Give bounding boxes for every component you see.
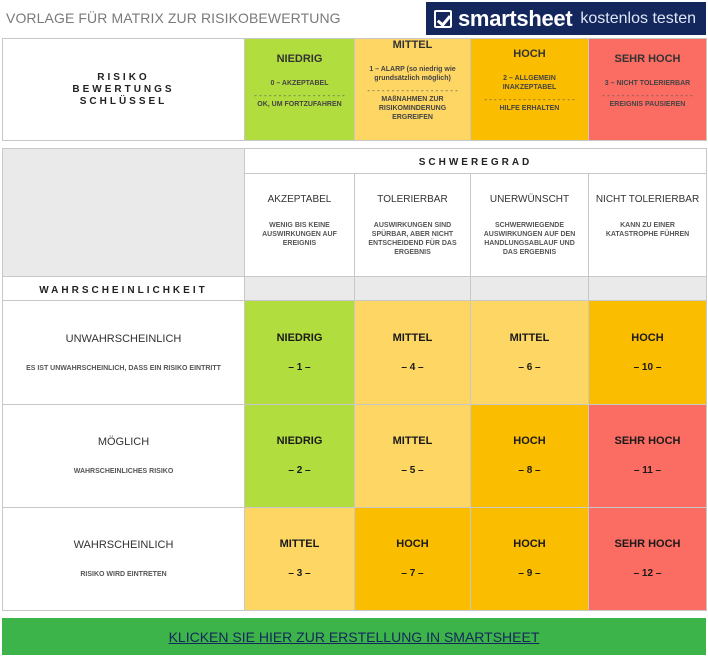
- likelihood-heading: WAHRSCHEINLICH: [73, 539, 174, 552]
- risk-number: – 9 –: [518, 568, 541, 580]
- risk-number: – 2 –: [288, 465, 311, 477]
- risk-cell: NIEDRIG – 1 –: [244, 300, 355, 405]
- spacer-cell: [354, 276, 471, 302]
- likelihood-desc: WAHRSCHEINLICHES RISIKO: [73, 468, 174, 476]
- risk-number: – 6 –: [518, 361, 541, 373]
- risk-cell: MITTEL – 5 –: [354, 403, 471, 508]
- smartsheet-check-icon: [434, 9, 452, 28]
- likelihood-title: WAHRSCHEINLICHKEIT: [39, 284, 208, 296]
- severity-heading: AKZEPTABEL: [267, 194, 332, 206]
- spacer-cell: [244, 276, 355, 302]
- risk-level: MITTEL: [279, 538, 320, 551]
- legend-heading: MITTEL: [392, 39, 433, 51]
- risk-level: NIEDRIG: [276, 435, 323, 448]
- risk-number: – 12 –: [633, 568, 662, 580]
- severity-desc: AUSWIRKUNGEN SIND SPÜRBAR, ABER NICHT EN…: [368, 222, 457, 257]
- trial-cta[interactable]: kostenlos testen: [580, 9, 697, 27]
- likelihood-row-unwahrscheinlich: UNWAHRSCHEINLICH ES IST UNWAHRSCHEINLICH…: [2, 300, 245, 405]
- risk-level: MITTEL: [509, 331, 550, 344]
- legend-action: OK, UM FORTZUFAHREN: [257, 100, 342, 108]
- likelihood-header: WAHRSCHEINLICHKEIT: [2, 276, 245, 302]
- legend-level-sehr-hoch: SEHR HOCH 3 – NICHT TOLERIERBAR - - - - …: [588, 38, 707, 141]
- likelihood-heading: MÖGLICH: [97, 436, 150, 449]
- legend-divider: - - - - - - - - - - - - - - - - - - -: [367, 86, 458, 95]
- legend-heading: SEHR HOCH: [614, 52, 681, 65]
- likelihood-row-wahrscheinlich: WAHRSCHEINLICH RISIKO WIRD EINTRETEN: [2, 506, 245, 612]
- severity-col-unerwuenscht: UNERWÜNSCHT SCHWERWIEGENDE AUSWIRKUNGEN …: [470, 173, 589, 278]
- severity-desc: WENIG BIS KEINE AUSWIRKUNGEN AUF EREIGNI…: [262, 222, 337, 248]
- risk-number: – 5 –: [401, 465, 424, 477]
- risk-cell: HOCH – 9 –: [470, 506, 589, 612]
- severity-col-akzeptabel: AKZEPTABEL WENIG BIS KEINE AUSWIRKUNGEN …: [244, 173, 355, 278]
- severity-heading: TOLERIERBAR: [377, 194, 448, 206]
- risk-level: SEHR HOCH: [614, 538, 681, 551]
- risk-cell: SEHR HOCH – 12 –: [588, 506, 707, 612]
- risk-cell: MITTEL – 3 –: [244, 506, 355, 612]
- risk-level: HOCH: [631, 331, 664, 344]
- create-in-smartsheet-link[interactable]: KLICKEN SIE HIER ZUR ERSTELLUNG IN SMART…: [168, 628, 540, 645]
- risk-number: – 1 –: [288, 361, 311, 373]
- risk-number: – 11 –: [633, 465, 662, 477]
- risk-cell: MITTEL – 6 –: [470, 300, 589, 405]
- legend-level-mittel: MITTEL 1 – ALARP (so niedrig wie grundsä…: [354, 38, 471, 141]
- severity-col-tolerierbar: TOLERIERBAR AUSWIRKUNGEN SIND SPÜRBAR, A…: [354, 173, 471, 278]
- severity-heading: UNERWÜNSCHT: [489, 194, 570, 206]
- legend-divider: - - - - - - - - - - - - - - - - - - -: [484, 95, 575, 104]
- spacer-cell: [470, 276, 589, 302]
- risk-cell: HOCH – 10 –: [588, 300, 707, 405]
- brand-name: smartsheet: [458, 5, 573, 31]
- key-label-line: RISIKO: [97, 71, 150, 83]
- risk-level: NIEDRIG: [276, 331, 323, 344]
- legend-desc: 1 – ALARP (so niedrig wie grundsätzlich …: [369, 66, 456, 82]
- legend-action: EREIGNIS PAUSIEREN: [609, 100, 686, 108]
- risk-level: HOCH: [513, 538, 546, 551]
- risk-cell: NIEDRIG – 2 –: [244, 403, 355, 508]
- risk-level: HOCH: [396, 538, 429, 551]
- risk-number: – 7 –: [401, 568, 424, 580]
- severity-desc: KANN ZU EINER KATASTROPHE FÜHREN: [605, 222, 690, 239]
- severity-col-nicht-tolerierbar: NICHT TOLERIERBAR KANN ZU EINER KATASTRO…: [588, 173, 707, 278]
- page-title: VORLAGE FÜR MATRIX ZUR RISIKOBEWERTUNG: [6, 10, 341, 26]
- risk-number: – 4 –: [401, 361, 424, 373]
- risk-cell: MITTEL – 4 –: [354, 300, 471, 405]
- risk-key-table: RISIKO BEWERTUNGS SCHLÜSSEL NIEDRIG 0 – …: [2, 38, 707, 141]
- spacer-cell: [588, 276, 707, 302]
- risk-matrix-table: SCHWEREGRAD AKZEPTABEL WENIG BIS KEINE A…: [2, 147, 707, 612]
- risk-cell: HOCH – 8 –: [470, 403, 589, 508]
- risk-number: – 3 –: [288, 568, 311, 580]
- legend-divider: - - - - - - - - - - - - - - - - - - -: [602, 90, 693, 100]
- severity-title: SCHWEREGRAD: [418, 157, 533, 169]
- risk-level: MITTEL: [392, 435, 433, 448]
- severity-desc: SCHWERWIEGENDE AUSWIRKUNGEN AUF DEN HAND…: [483, 222, 576, 257]
- legend-desc: 0 – AKZEPTABEL: [270, 79, 329, 87]
- likelihood-row-moeglich: MÖGLICH WAHRSCHEINLICHES RISIKO: [2, 403, 245, 508]
- risk-level: MITTEL: [392, 331, 433, 344]
- risk-number: – 8 –: [518, 465, 541, 477]
- legend-divider: - - - - - - - - - - - - - - - - - - -: [254, 90, 345, 100]
- risk-level: SEHR HOCH: [614, 435, 681, 448]
- matrix-corner: [2, 147, 245, 278]
- likelihood-desc: RISIKO WIRD EINTRETEN: [80, 571, 167, 579]
- legend-desc: 3 – NICHT TOLERIERBAR: [604, 79, 691, 87]
- severity-header: SCHWEREGRAD: [244, 147, 707, 175]
- risk-level: HOCH: [513, 435, 546, 448]
- smartsheet-trial-banner[interactable]: smartsheet kostenlos testen: [426, 2, 706, 35]
- likelihood-heading: UNWAHRSCHEINLICH: [65, 332, 182, 345]
- risk-cell: HOCH – 7 –: [354, 506, 471, 612]
- create-in-smartsheet-bar: KLICKEN SIE HIER ZUR ERSTELLUNG IN SMART…: [2, 618, 706, 655]
- legend-level-niedrig: NIEDRIG 0 – AKZEPTABEL - - - - - - - - -…: [244, 38, 355, 141]
- risk-number: – 10 –: [633, 361, 662, 373]
- likelihood-desc: ES IST UNWAHRSCHEINLICH, DASS EIN RISIKO…: [26, 364, 221, 372]
- severity-heading: NICHT TOLERIERBAR: [595, 194, 700, 206]
- key-label-line: SCHLÜSSEL: [79, 95, 168, 107]
- legend-action: MAßNAHMEN ZUR RISIKOMINDERUNG ERGREIFEN: [378, 96, 447, 121]
- legend-level-hoch: HOCH 2 – ALLGEMEIN INAKZEPTABEL - - - - …: [470, 38, 589, 141]
- legend-action: HILFE ERHALTEN: [499, 105, 560, 112]
- legend-heading: HOCH: [513, 48, 546, 60]
- risk-cell: SEHR HOCH – 11 –: [588, 403, 707, 508]
- legend-desc: 2 – ALLGEMEIN INAKZEPTABEL: [502, 75, 557, 91]
- key-label-line: BEWERTUNGS: [72, 83, 175, 95]
- legend-heading: NIEDRIG: [276, 52, 323, 65]
- risk-key-label: RISIKO BEWERTUNGS SCHLÜSSEL: [2, 38, 245, 141]
